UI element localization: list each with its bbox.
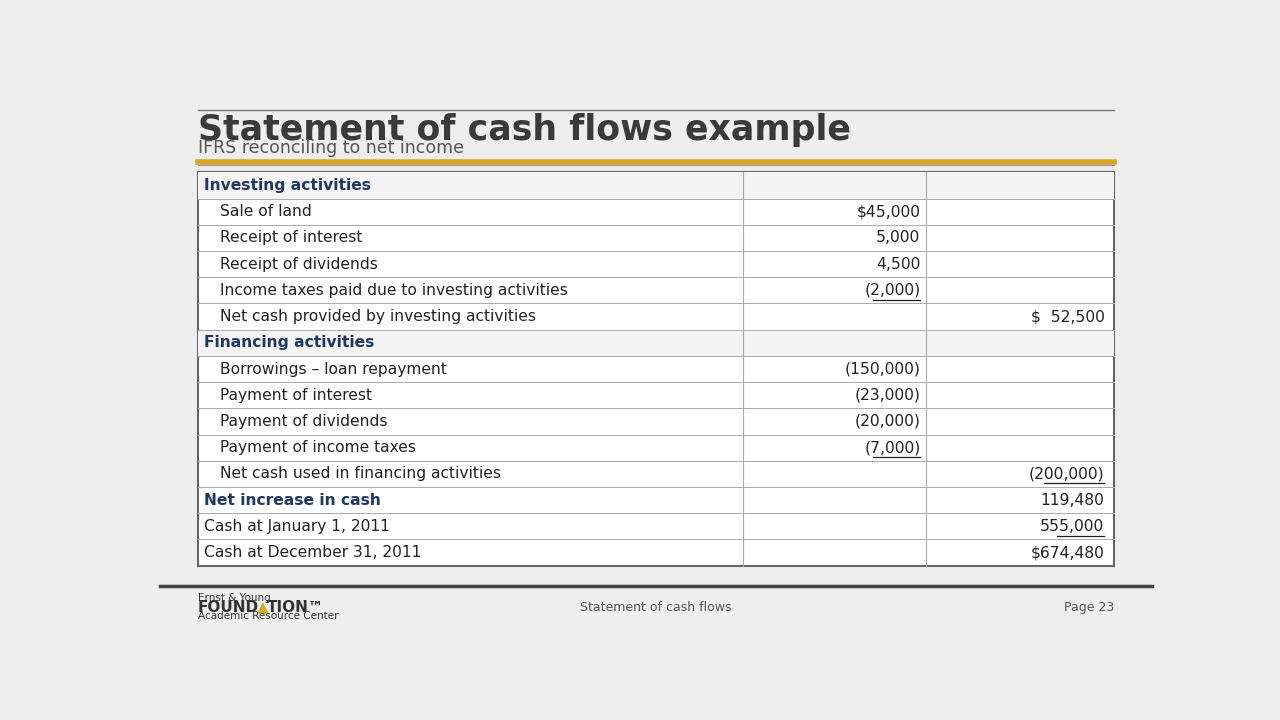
Text: ▲: ▲ <box>257 600 269 615</box>
Text: (200,000): (200,000) <box>1029 467 1105 482</box>
Bar <box>197 172 1115 199</box>
Text: Net cash provided by investing activities: Net cash provided by investing activitie… <box>220 309 535 324</box>
Text: FOUND: FOUND <box>197 600 259 615</box>
Text: Borrowings – loan repayment: Borrowings – loan repayment <box>220 361 447 377</box>
Text: Academic Resource Center: Academic Resource Center <box>197 611 338 621</box>
Text: Income taxes paid due to investing activities: Income taxes paid due to investing activ… <box>220 283 567 298</box>
Text: $  52,500: $ 52,500 <box>1030 309 1105 324</box>
Text: Receipt of dividends: Receipt of dividends <box>220 256 378 271</box>
Text: (7,000): (7,000) <box>864 440 920 455</box>
Text: 5,000: 5,000 <box>877 230 920 246</box>
Text: 555,000: 555,000 <box>1041 519 1105 534</box>
Text: Statement of cash flows example: Statement of cash flows example <box>197 112 851 147</box>
Text: (23,000): (23,000) <box>855 388 920 402</box>
Text: 119,480: 119,480 <box>1041 492 1105 508</box>
Text: IFRS reconciling to net income: IFRS reconciling to net income <box>197 140 463 158</box>
Text: Cash at December 31, 2011: Cash at December 31, 2011 <box>204 545 421 560</box>
Text: Receipt of interest: Receipt of interest <box>220 230 362 246</box>
Text: (150,000): (150,000) <box>845 361 920 377</box>
Bar <box>197 330 1115 356</box>
Text: (2,000): (2,000) <box>864 283 920 298</box>
Text: (20,000): (20,000) <box>855 414 920 429</box>
Text: Financing activities: Financing activities <box>204 336 374 351</box>
Text: Payment of dividends: Payment of dividends <box>220 414 387 429</box>
Text: Ernst & Young: Ernst & Young <box>197 593 270 603</box>
Text: Cash at January 1, 2011: Cash at January 1, 2011 <box>204 519 389 534</box>
Text: Net cash used in financing activities: Net cash used in financing activities <box>220 467 500 482</box>
Text: Investing activities: Investing activities <box>204 178 371 193</box>
Text: Page 23: Page 23 <box>1064 601 1115 614</box>
Text: Payment of income taxes: Payment of income taxes <box>220 440 416 455</box>
Text: Net increase in cash: Net increase in cash <box>204 492 380 508</box>
Text: $45,000: $45,000 <box>856 204 920 219</box>
Text: $674,480: $674,480 <box>1030 545 1105 560</box>
Text: 4,500: 4,500 <box>876 256 920 271</box>
Text: Sale of land: Sale of land <box>220 204 311 219</box>
Text: Statement of cash flows: Statement of cash flows <box>580 601 732 614</box>
Bar <box>197 172 1115 566</box>
Text: Payment of interest: Payment of interest <box>220 388 371 402</box>
Text: TION™: TION™ <box>268 600 324 615</box>
